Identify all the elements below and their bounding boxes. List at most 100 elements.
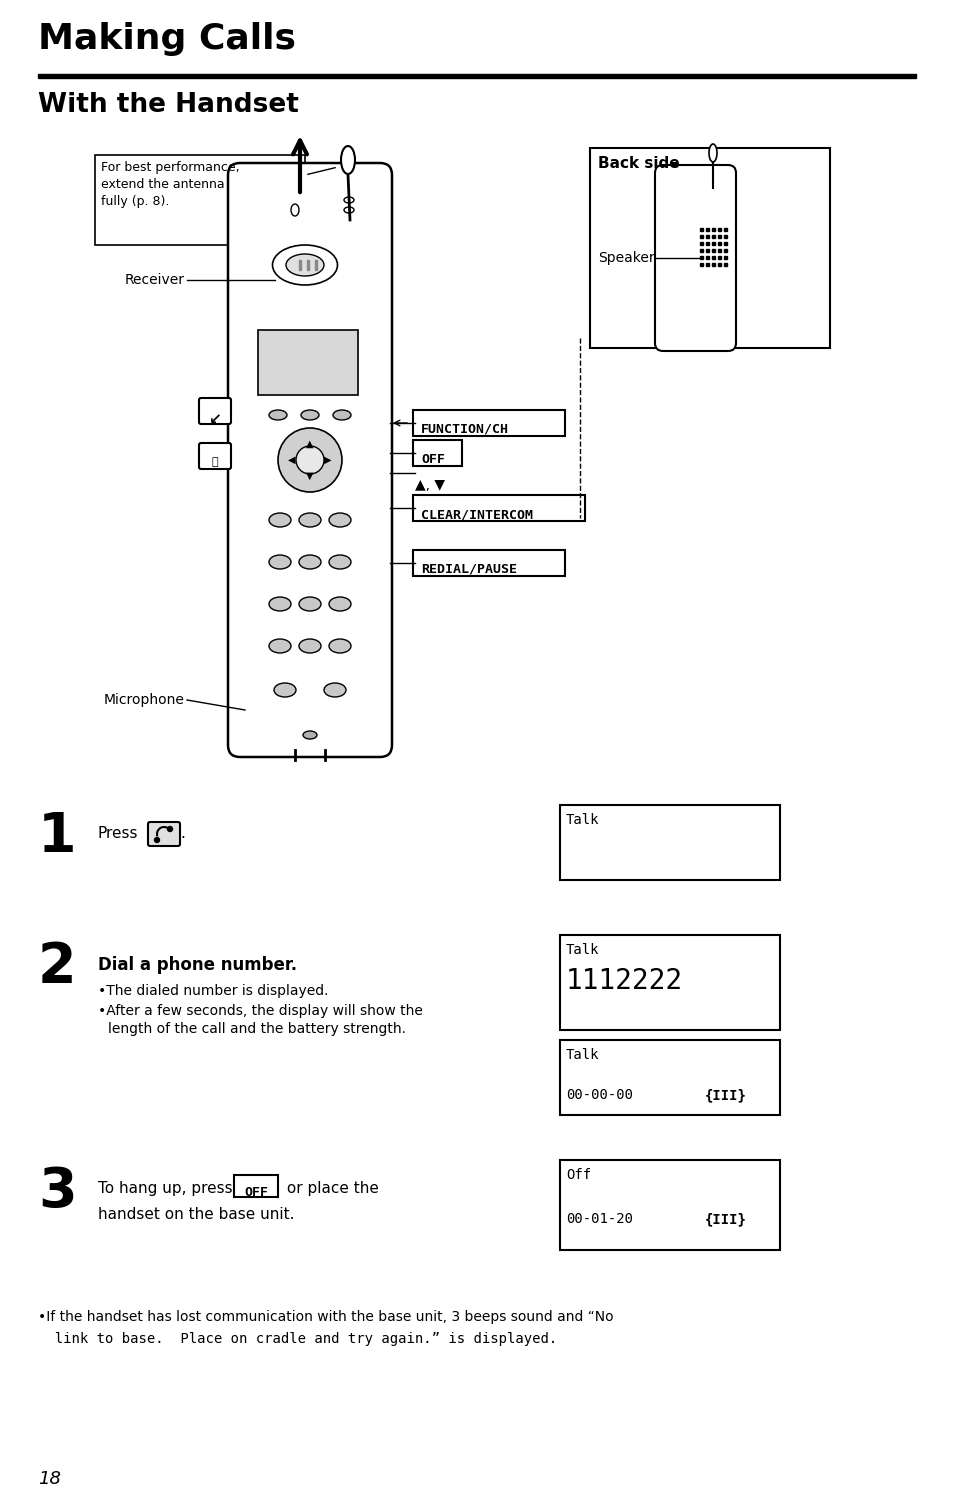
Text: ▲, ▼: ▲, ▼ (415, 477, 444, 492)
Ellipse shape (274, 683, 295, 697)
FancyBboxPatch shape (199, 443, 231, 468)
Bar (711, 228, 714, 230)
Ellipse shape (329, 639, 351, 653)
Text: 🔇: 🔇 (212, 457, 218, 467)
Bar (723, 248, 726, 251)
Ellipse shape (273, 245, 337, 286)
Bar (257, 330, 357, 396)
Ellipse shape (324, 683, 346, 697)
Ellipse shape (333, 410, 351, 419)
Text: 3: 3 (38, 1164, 76, 1219)
Bar (700, 248, 702, 251)
Circle shape (295, 446, 324, 474)
Bar (718, 263, 720, 266)
Ellipse shape (298, 596, 320, 611)
Bar (711, 256, 714, 259)
Bar (718, 242, 720, 245)
Ellipse shape (286, 254, 324, 277)
Text: OFF: OFF (244, 1187, 268, 1199)
Text: 1112222: 1112222 (565, 967, 682, 995)
Ellipse shape (269, 596, 291, 611)
Bar (307, 260, 309, 271)
Bar (711, 242, 714, 245)
Text: •If the handset has lost communication with the base unit, 3 beeps sound and “No: •If the handset has lost communication w… (38, 1310, 613, 1323)
Text: REDIAL/PAUSE: REDIAL/PAUSE (420, 564, 517, 575)
Bar (559, 804, 780, 880)
Text: length of the call and the battery strength.: length of the call and the battery stren… (108, 1022, 406, 1036)
Bar (298, 260, 301, 271)
Text: Talk: Talk (565, 1048, 598, 1062)
FancyBboxPatch shape (413, 440, 461, 465)
Text: ▼: ▼ (306, 471, 314, 480)
Ellipse shape (298, 639, 320, 653)
Ellipse shape (329, 513, 351, 526)
Bar (559, 935, 780, 1030)
Bar (723, 228, 726, 230)
Bar (705, 256, 708, 259)
Text: Receiver: Receiver (125, 274, 185, 287)
Circle shape (168, 827, 172, 831)
FancyBboxPatch shape (413, 410, 564, 436)
Text: 00-00-00: 00-00-00 (565, 1088, 633, 1102)
FancyBboxPatch shape (413, 550, 564, 575)
Text: OFF: OFF (420, 454, 444, 465)
Bar (314, 260, 316, 271)
Text: Talk: Talk (565, 943, 598, 958)
FancyBboxPatch shape (199, 399, 231, 424)
Circle shape (154, 837, 159, 843)
Bar (700, 256, 702, 259)
Text: Talk: Talk (565, 813, 598, 827)
Text: ◀: ◀ (288, 455, 295, 465)
Bar (723, 263, 726, 266)
Text: ▲: ▲ (306, 439, 314, 449)
Bar (705, 228, 708, 230)
Text: or place the: or place the (282, 1181, 378, 1196)
Text: 18: 18 (38, 1471, 61, 1487)
Bar (705, 242, 708, 245)
Bar (718, 228, 720, 230)
Text: {III}: {III} (704, 1088, 746, 1102)
Ellipse shape (298, 555, 320, 570)
Text: ▶: ▶ (324, 455, 332, 465)
Bar (711, 263, 714, 266)
Ellipse shape (303, 732, 316, 739)
Bar (559, 1039, 780, 1115)
Ellipse shape (708, 144, 717, 162)
FancyBboxPatch shape (655, 165, 735, 351)
Ellipse shape (291, 204, 298, 216)
Ellipse shape (329, 555, 351, 570)
Text: •After a few seconds, the display will show the: •After a few seconds, the display will s… (98, 1004, 422, 1019)
Text: Microphone: Microphone (104, 693, 185, 706)
Bar (705, 263, 708, 266)
Text: ↙: ↙ (209, 412, 221, 427)
Ellipse shape (340, 146, 355, 174)
Ellipse shape (344, 196, 354, 204)
Text: •The dialed number is displayed.: •The dialed number is displayed. (98, 984, 328, 998)
FancyBboxPatch shape (413, 495, 584, 520)
Text: Off: Off (565, 1167, 591, 1182)
Bar (559, 1160, 780, 1251)
Text: Making Calls: Making Calls (38, 22, 295, 57)
Text: link to base.  Place on cradle and try again.” is displayed.: link to base. Place on cradle and try ag… (38, 1332, 557, 1346)
Text: 1: 1 (38, 810, 76, 864)
Bar (700, 263, 702, 266)
Bar (718, 248, 720, 251)
Ellipse shape (269, 555, 291, 570)
Bar (718, 235, 720, 238)
Text: Press: Press (98, 825, 138, 842)
Ellipse shape (344, 207, 354, 213)
Ellipse shape (301, 410, 318, 419)
Text: Speaker: Speaker (598, 251, 654, 265)
Text: To hang up, press: To hang up, press (98, 1181, 237, 1196)
Ellipse shape (269, 410, 287, 419)
Text: CLEAR/INTERCOM: CLEAR/INTERCOM (420, 509, 533, 520)
Bar (95, 155, 305, 245)
Bar (723, 235, 726, 238)
Text: For best performance,
extend the antenna
fully (p. 8).: For best performance, extend the antenna… (101, 161, 239, 208)
Text: Back side: Back side (598, 156, 679, 171)
Bar (700, 242, 702, 245)
Text: .: . (180, 825, 185, 842)
Text: Dial a phone number.: Dial a phone number. (98, 956, 296, 974)
Bar (718, 256, 720, 259)
Bar (711, 235, 714, 238)
